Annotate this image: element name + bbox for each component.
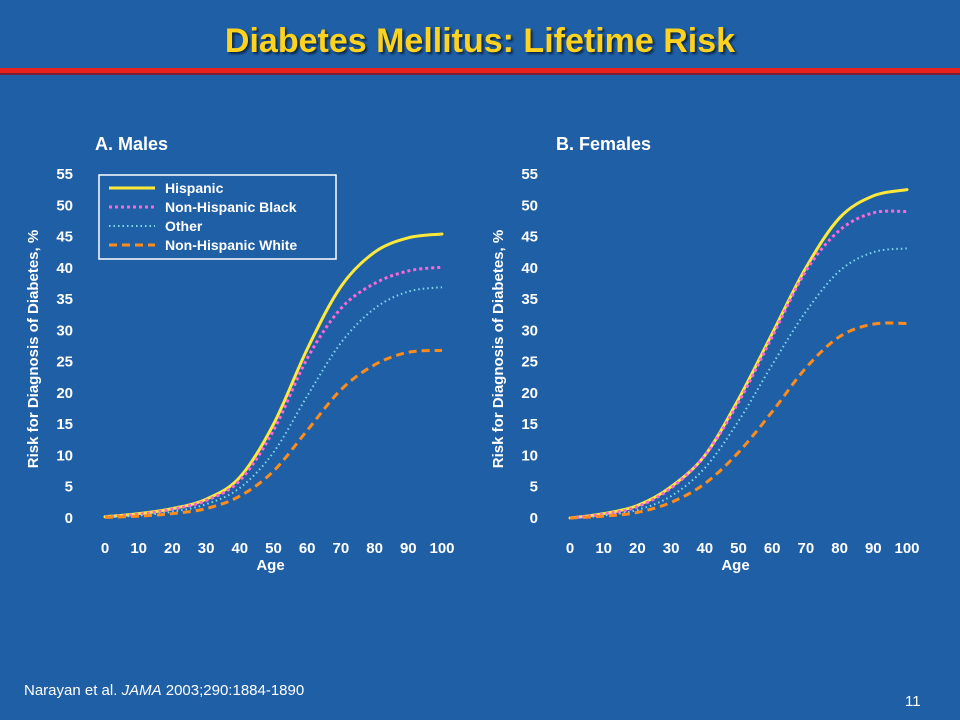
x-tick-label: 60 bbox=[299, 540, 316, 557]
slide-number: 11 bbox=[905, 693, 921, 710]
legend-box bbox=[98, 174, 337, 260]
x-tick-label: 30 bbox=[198, 540, 215, 557]
citation-authors: Narayan et al. bbox=[24, 682, 122, 699]
y-tick-label: 0 bbox=[65, 510, 73, 527]
legend-entry: Non-Hispanic Black bbox=[165, 199, 297, 215]
y-tick-label: 10 bbox=[56, 447, 73, 464]
x-tick-label: 100 bbox=[429, 540, 454, 557]
x-tick-label: 20 bbox=[629, 540, 646, 557]
y-tick-label: 5 bbox=[65, 479, 73, 496]
legend-entry: Non-Hispanic White bbox=[165, 237, 297, 253]
legend-entry: Hispanic bbox=[165, 180, 224, 196]
series-line-other bbox=[104, 286, 443, 519]
citation-journal: JAMA bbox=[121, 682, 162, 699]
chart-panel-females: B. Females 0 5 10 15 20 25 30 35 40 45 50 55 0 10 20 30 4… bbox=[490, 134, 920, 574]
series-line-non-hispanic-black bbox=[104, 265, 443, 519]
y-tick-label: 20 bbox=[521, 385, 538, 402]
y-axis-label: Risk for Diagnosis of Diabetes, % bbox=[25, 230, 42, 468]
series-line-non-hispanic-white bbox=[104, 348, 443, 519]
y-tick-label: 15 bbox=[56, 416, 73, 433]
x-tick-label: 40 bbox=[231, 540, 248, 557]
y-tick-label: 15 bbox=[521, 416, 538, 433]
x-tick-label: 80 bbox=[831, 540, 848, 557]
legend: Hispanic Non-Hispanic Black Other Non-Hispa… bbox=[98, 174, 337, 260]
y-tick-label: 55 bbox=[521, 166, 538, 183]
series-line-other bbox=[569, 247, 908, 519]
x-axis-label: Age bbox=[256, 557, 284, 574]
x-tick-label: 30 bbox=[663, 540, 680, 557]
y-tick-label: 35 bbox=[521, 291, 538, 308]
x-tick-label: 0 bbox=[101, 540, 109, 557]
x-tick-label: 90 bbox=[865, 540, 882, 557]
y-tick-label: 50 bbox=[56, 197, 73, 214]
x-tick-label: 70 bbox=[333, 540, 350, 557]
x-tick-label: 10 bbox=[130, 540, 147, 557]
citation: Narayan et al. JAMA 2003;290:1884-1890 bbox=[24, 682, 304, 699]
series-line-non-hispanic-black bbox=[569, 209, 908, 520]
y-tick-label: 30 bbox=[521, 322, 538, 339]
x-axis-label: Age bbox=[721, 557, 749, 574]
x-tick-label: 50 bbox=[730, 540, 747, 557]
series-line-hispanic bbox=[568, 188, 909, 520]
y-tick-label: 0 bbox=[530, 510, 538, 527]
y-tick-label: 40 bbox=[56, 260, 73, 277]
x-tick-label: 20 bbox=[164, 540, 181, 557]
x-tick-label: 100 bbox=[894, 540, 919, 557]
title-rule-shadow bbox=[0, 73, 960, 75]
title-rule bbox=[0, 68, 960, 73]
y-tick-label: 10 bbox=[521, 447, 538, 464]
x-tick-label: 0 bbox=[566, 540, 574, 557]
panel-title: B. Females bbox=[556, 134, 651, 154]
x-tick-label: 90 bbox=[400, 540, 417, 557]
y-tick-label: 25 bbox=[521, 354, 538, 371]
y-tick-label: 5 bbox=[530, 479, 538, 496]
x-tick-label: 60 bbox=[764, 540, 781, 557]
y-tick-label: 55 bbox=[56, 166, 73, 183]
series-line-non-hispanic-white bbox=[569, 321, 908, 520]
y-axis-label: Risk for Diagnosis of Diabetes, % bbox=[490, 230, 507, 468]
x-tick-label: 70 bbox=[798, 540, 815, 557]
x-tick-label: 10 bbox=[595, 540, 612, 557]
legend-entry: Other bbox=[165, 218, 203, 234]
x-tick-label: 50 bbox=[265, 540, 282, 557]
citation-details: 2003;290:1884-1890 bbox=[161, 682, 305, 699]
y-tick-label: 40 bbox=[521, 260, 538, 277]
panel-title: A. Males bbox=[95, 134, 168, 154]
x-tick-label: 80 bbox=[366, 540, 383, 557]
y-tick-label: 45 bbox=[56, 229, 73, 246]
chart-panel-males: A. Males 0 5 10 15 20 25 30 35 40 45 50 55 0 10 20 30 40 5… bbox=[25, 134, 455, 574]
y-tick-label: 25 bbox=[56, 354, 73, 371]
x-tick-label: 40 bbox=[696, 540, 713, 557]
y-tick-label: 30 bbox=[56, 322, 73, 339]
y-tick-label: 35 bbox=[56, 291, 73, 308]
y-tick-label: 45 bbox=[521, 229, 538, 246]
y-tick-label: 50 bbox=[521, 197, 538, 214]
slide-title: Diabetes Mellitus: Lifetime Risk bbox=[224, 22, 736, 60]
y-tick-label: 20 bbox=[56, 385, 73, 402]
